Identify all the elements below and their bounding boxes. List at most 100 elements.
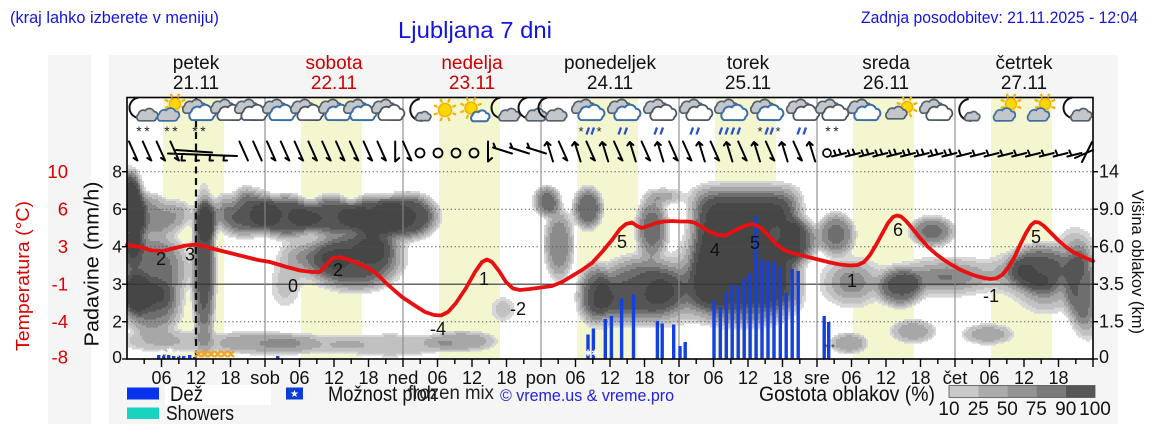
svg-text:06: 06 [704,367,724,388]
svg-text:*: * [200,123,206,139]
svg-text:06: 06 [980,367,1000,388]
svg-text:✱: ✱ [174,349,182,359]
svg-text:6: 6 [112,199,122,219]
svg-text:5: 5 [617,232,627,252]
svg-text:18: 18 [359,367,379,388]
svg-text:12: 12 [876,367,896,388]
svg-text:Višina oblakov (km): Višina oblakov (km) [1128,190,1147,334]
svg-text:petek: petek [173,53,220,74]
svg-text:27.11: 27.11 [1001,73,1047,94]
svg-text:18: 18 [1049,367,1069,388]
svg-text:*: * [833,123,839,139]
svg-text:*: * [596,124,601,139]
svg-text:06: 06 [152,367,172,388]
svg-text:22.11: 22.11 [311,73,357,94]
svg-text:✱: ✱ [166,346,174,356]
svg-text:✱: ✱ [158,348,166,358]
svg-text:1: 1 [479,269,489,289]
svg-text:12: 12 [1014,367,1034,388]
svg-text:-4: -4 [52,311,68,332]
svg-text:*: * [578,124,583,139]
svg-text:50: 50 [997,399,1018,420]
svg-text:3.5: 3.5 [1099,274,1124,294]
svg-text:✱: ✱ [584,348,592,358]
svg-text:*: * [144,123,150,139]
svg-text:tor: tor [668,367,690,388]
svg-text:*: * [172,123,178,139]
svg-text:*: * [824,343,828,354]
svg-text:12: 12 [324,367,344,388]
svg-text:06: 06 [428,367,448,388]
svg-text:Ljubljana 7 dni: Ljubljana 7 dni [398,17,552,43]
svg-text:12: 12 [600,367,620,388]
svg-text:3: 3 [58,236,68,257]
svg-text:21.11: 21.11 [173,73,219,94]
svg-text:Zadnja posodobitev: 21.11.2025: Zadnja posodobitev: 21.11.2025 - 12:04 [861,9,1138,27]
svg-text:1.5: 1.5 [1099,312,1124,332]
svg-text:*: * [757,124,762,139]
svg-text:*: * [164,123,170,139]
svg-text:10: 10 [47,161,68,182]
svg-text:75: 75 [1026,399,1047,420]
svg-text:24.11: 24.11 [587,73,633,94]
svg-text:ponedeljek: ponedeljek [564,53,656,74]
svg-text:Temperatura (°C): Temperatura (°C) [12,201,33,351]
svg-text:10: 10 [938,399,959,420]
svg-text:četrtek: četrtek [995,53,1053,74]
svg-text:*: * [192,123,198,139]
svg-text:sre: sre [804,367,830,388]
svg-text:nedelja: nedelja [441,53,503,74]
svg-text:2: 2 [156,249,166,269]
svg-text:torek: torek [727,53,770,74]
svg-text:-2: -2 [510,299,526,319]
svg-text:0: 0 [1099,347,1109,367]
svg-text:0: 0 [288,276,298,296]
svg-text:18: 18 [911,367,931,388]
svg-text:-4: -4 [430,319,446,339]
svg-text:ned: ned [388,367,419,388]
svg-text:2: 2 [333,260,343,280]
svg-text:4: 4 [112,237,122,257]
svg-text:-8: -8 [52,347,68,368]
svg-text:6: 6 [893,220,903,240]
svg-text:90: 90 [1055,399,1076,420]
svg-text:26.11: 26.11 [863,73,909,94]
svg-text:3: 3 [185,245,195,265]
svg-text:23.11: 23.11 [449,73,495,94]
svg-text:★: ★ [290,389,299,400]
svg-text:5: 5 [1031,227,1041,247]
svg-text:Padavine (mm/h): Padavine (mm/h) [82,182,104,347]
svg-text:Možnost ploh: Možnost ploh [328,383,437,406]
svg-text:pon: pon [526,367,557,388]
svg-text:18: 18 [773,367,793,388]
svg-text:2: 2 [112,312,122,332]
svg-text:✱: ✱ [591,348,599,358]
svg-text:Showers: Showers [166,403,234,425]
svg-text:06: 06 [566,367,586,388]
svg-text:5: 5 [750,233,760,253]
svg-text:14: 14 [1099,162,1119,182]
svg-text:*: * [775,124,780,139]
svg-text:© vreme.us & vreme.pro: © vreme.us & vreme.pro [500,386,674,405]
svg-text:sobota: sobota [305,53,362,74]
svg-text:18: 18 [635,367,655,388]
svg-text:Dež: Dež [170,383,203,406]
svg-text:25.11: 25.11 [725,73,771,94]
svg-text:sreda: sreda [862,53,910,74]
svg-text:12: 12 [738,367,758,388]
svg-text:12: 12 [186,367,206,388]
svg-text:-1: -1 [52,274,68,295]
svg-text:06: 06 [842,367,862,388]
svg-text:-1: -1 [983,286,999,306]
svg-text:0: 0 [112,347,122,367]
svg-text:8: 8 [112,162,122,182]
svg-text:6.0: 6.0 [1099,237,1124,257]
svg-text:Gostota oblakov (%): Gostota oblakov (%) [759,383,935,406]
svg-text:100: 100 [1079,399,1111,420]
svg-text:18: 18 [221,367,241,388]
svg-text:*: * [831,343,835,354]
svg-text:25: 25 [968,399,989,420]
svg-text:čet: čet [943,367,968,388]
svg-text:sob: sob [250,367,280,388]
svg-text:(kraj lahko izberete v meniju): (kraj lahko izberete v meniju) [10,9,219,27]
